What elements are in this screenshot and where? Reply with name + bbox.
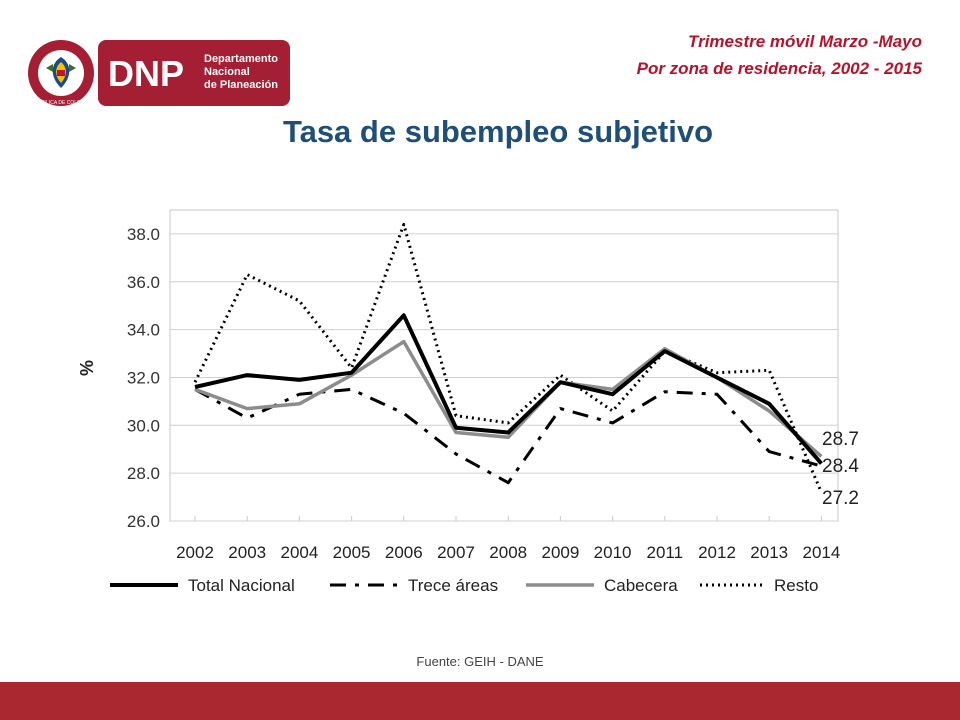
source-note: Fuente: GEIH - DANE bbox=[416, 654, 544, 669]
y-tick-label: 38.0 bbox=[127, 225, 160, 244]
x-tick-label: 2005 bbox=[333, 543, 371, 562]
dnp-acronym: DNP bbox=[108, 53, 184, 94]
series-line-total-nacional bbox=[194, 313, 823, 465]
page-title: Tasa de subempleo subjetivo bbox=[282, 114, 714, 149]
y-tick-label: 34.0 bbox=[127, 321, 160, 340]
series-line-cabecera bbox=[194, 339, 823, 458]
legend-label: Trece áreas bbox=[408, 576, 498, 595]
x-tick-label: 2010 bbox=[594, 543, 632, 562]
dnp-name-line1: Departamento bbox=[204, 53, 278, 65]
dnp-name-line3: de Planeación bbox=[204, 79, 278, 91]
y-tick-label: 28.0 bbox=[127, 464, 160, 483]
y-tick-label: 30.0 bbox=[127, 416, 160, 435]
dnp-logo-box bbox=[98, 40, 290, 106]
y-tick-label: 26.0 bbox=[127, 512, 160, 531]
seal-text: REPÚBLICA DE COLOMBIA bbox=[29, 99, 94, 106]
x-tick-label: 2012 bbox=[698, 543, 736, 562]
dnp-logo: REPÚBLICA DE COLOMBIA DNP Departamento N… bbox=[28, 40, 290, 106]
legend-label: Total Nacional bbox=[188, 576, 295, 595]
x-tick-label: 2011 bbox=[647, 543, 684, 562]
y-tick-label: 32.0 bbox=[127, 368, 160, 387]
legend-label: Cabecera bbox=[604, 576, 678, 595]
x-tick-label: 2009 bbox=[541, 543, 579, 562]
plot-area bbox=[169, 209, 839, 522]
series-line-resto bbox=[193, 222, 823, 493]
x-tick-label: 2014 bbox=[802, 543, 840, 562]
subtitle: Trimestre móvil Marzo -Mayo Por zona de … bbox=[637, 28, 922, 82]
y-axis-label: % bbox=[77, 360, 97, 376]
end-value-label: 28.4 bbox=[822, 456, 859, 477]
x-tick-label: 2013 bbox=[750, 543, 788, 562]
end-value-label: 27.2 bbox=[822, 488, 859, 509]
end-value-label: 28.7 bbox=[822, 429, 859, 450]
legend-label: Resto bbox=[774, 576, 818, 595]
footer-bar bbox=[0, 682, 960, 720]
x-tick-label: 2007 bbox=[437, 543, 475, 562]
subtitle-line1: Trimestre móvil Marzo -Mayo bbox=[688, 32, 922, 51]
subtitle-line2: Por zona de residencia, 2002 - 2015 bbox=[636, 59, 922, 78]
x-tick-label: 2004 bbox=[280, 543, 318, 562]
x-tick-label: 2002 bbox=[176, 543, 214, 562]
x-tick-label: 2003 bbox=[228, 543, 266, 562]
series-line-trece-reas bbox=[194, 387, 822, 485]
x-tick-label: 2008 bbox=[489, 543, 527, 562]
x-tick-label: 2006 bbox=[385, 543, 423, 562]
y-tick-label: 36.0 bbox=[127, 273, 160, 292]
dnp-name-line2: Nacional bbox=[204, 66, 250, 78]
